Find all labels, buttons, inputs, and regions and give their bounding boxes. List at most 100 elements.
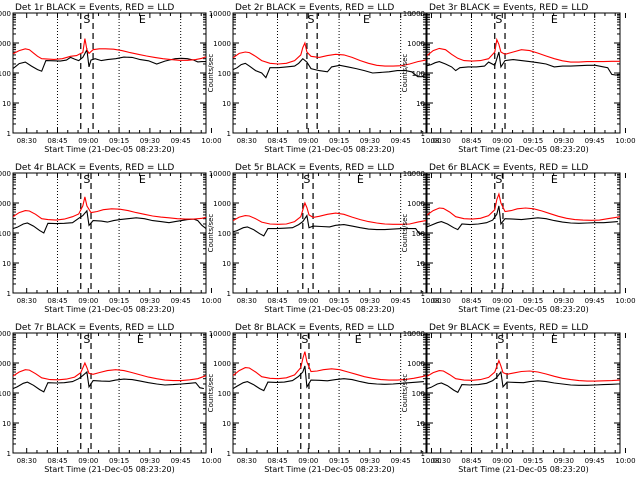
y-tick-label: 1000 [0,360,11,368]
y-tick-label: 1 [7,290,11,298]
y-tick-label: 1000 [213,200,231,208]
y-tick-label: 1 [7,450,11,458]
x-axis-label: Start Time (21-Dec-05 08:23:20) [458,305,589,314]
x-tick-label: 09:45 [391,137,411,145]
y-tick-label: 1 [227,290,231,298]
x-tick-label: 09:45 [391,297,411,305]
panel-title: Det 7r BLACK = Events, RED = LLD [15,323,174,333]
y-axis-label: Counts/sec [207,54,215,93]
y-axis-label: Counts/sec [207,214,215,253]
x-tick-label: 10:00 [201,457,221,465]
x-tick-label: 08:45 [461,457,481,465]
y-tick-label: 10 [416,260,425,268]
x-tick-label: 09:15 [329,457,349,465]
x-tick-label: 08:30 [431,137,451,145]
y-tick-label: 10 [2,420,11,428]
panel-title: Det 4r BLACK = Events, RED = LLD [15,163,174,173]
x-tick-label: 09:30 [140,137,160,145]
marker-s: S [83,333,90,346]
x-tick-label: 09:45 [585,457,605,465]
x-tick-label: 09:30 [360,137,380,145]
x-tick-label: 08:45 [267,457,287,465]
y-tick-label: 10000 [403,330,425,338]
x-axis-label: Start Time (21-Dec-05 08:23:20) [458,465,589,474]
marker-e: E [137,333,144,346]
x-tick-label: 10:00 [615,297,635,305]
marker-s: S [497,333,504,346]
marker-e: E [139,13,146,26]
marker-s: S [301,333,308,346]
x-axis-label: Start Time (21-Dec-05 08:23:20) [264,465,395,474]
x-tick-label: 08:45 [461,297,481,305]
y-tick-label: 10 [222,100,231,108]
marker-e: E [357,173,364,186]
series-line-events [13,370,205,393]
y-tick-label: 100 [0,230,11,238]
x-tick-label: 09:45 [171,457,191,465]
y-tick-label: 100 [0,70,11,78]
x-axis-label: Start Time (21-Dec-05 08:23:20) [44,465,175,474]
marker-e: E [551,173,558,186]
x-tick-label: 08:45 [267,297,287,305]
x-tick-label: 09:15 [523,137,543,145]
plot-frame [12,172,207,294]
plot-frame [12,12,207,134]
series-line-lld [13,361,206,382]
x-tick-label: 09:15 [109,457,129,465]
x-tick-label: 08:30 [431,297,451,305]
panel-title: Det 1r BLACK = Events, RED = LLD [15,3,174,13]
x-tick-label: 09:45 [391,457,411,465]
series-line-events [233,57,426,79]
y-tick-label: 100 [0,390,11,398]
x-tick-label: 10:00 [421,297,441,305]
x-tick-label: 09:45 [171,297,191,305]
x-tick-label: 09:00 [492,137,512,145]
y-tick-label: 10000 [209,330,231,338]
marker-s: S [83,13,90,26]
marker-e: E [363,13,370,26]
x-tick-label: 09:15 [329,137,349,145]
x-tick-label: 09:00 [298,137,318,145]
y-tick-label: 10000 [209,10,231,18]
x-tick-label: 09:45 [585,137,605,145]
x-tick-label: 09:15 [523,457,543,465]
panel-title: Det 8r BLACK = Events, RED = LLD [235,323,394,333]
marker-s: S [495,13,502,26]
y-tick-label: 10 [2,260,11,268]
y-tick-label: 100 [218,230,231,238]
y-axis-label: Counts/sec [401,214,409,253]
marker-e: E [355,333,362,346]
x-tick-label: 08:45 [47,137,67,145]
series-line-lld [427,359,620,382]
y-tick-label: 1 [227,450,231,458]
x-tick-label: 09:15 [523,297,543,305]
series-line-lld [233,351,426,381]
x-tick-label: 10:00 [615,137,635,145]
x-tick-label: 09:30 [554,137,574,145]
y-tick-label: 1000 [213,360,231,368]
plot-frame [426,12,621,134]
x-axis-label: Start Time (21-Dec-05 08:23:20) [458,145,589,154]
marker-s: S [495,173,502,186]
x-tick-label: 10:00 [615,457,635,465]
x-axis-label: Start Time (21-Dec-05 08:23:20) [44,305,175,314]
y-tick-label: 100 [412,390,425,398]
x-tick-label: 09:30 [360,457,380,465]
y-tick-label: 100 [412,70,425,78]
x-tick-label: 08:45 [461,137,481,145]
x-tick-label: 08:30 [17,457,37,465]
x-tick-label: 09:00 [492,297,512,305]
panel-title: Det 5r BLACK = Events, RED = LLD [235,163,394,173]
y-tick-label: 1000 [407,40,425,48]
x-tick-label: 09:15 [109,137,129,145]
series-line-events [233,365,424,392]
panel-title: Det 2r BLACK = Events, RED = LLD [235,3,394,13]
x-tick-label: 08:45 [267,137,287,145]
y-tick-label: 10000 [0,330,11,338]
x-tick-label: 09:30 [554,457,574,465]
x-tick-label: 08:30 [237,457,257,465]
